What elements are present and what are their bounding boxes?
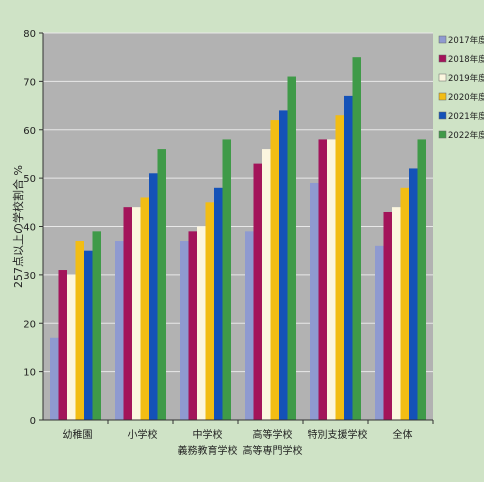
bar xyxy=(245,231,254,420)
legend-swatch xyxy=(438,111,447,120)
bar xyxy=(132,207,141,420)
bar xyxy=(335,115,344,421)
legend-label: 2019年度 xyxy=(448,73,484,84)
bar xyxy=(140,197,149,420)
legend-label: 2020年度 xyxy=(448,92,484,103)
y-tick-label: 70 xyxy=(23,77,36,88)
x-tick-label: 幼稚園 xyxy=(63,428,93,441)
x-tick-label: 義務教育学校 xyxy=(178,444,238,457)
x-tick-label: 中学校 xyxy=(193,428,223,441)
bar xyxy=(270,120,279,420)
bar xyxy=(253,163,262,421)
bar xyxy=(262,149,271,420)
legend-swatch xyxy=(438,92,447,101)
legend-label: 2022年度 xyxy=(448,130,484,141)
bar xyxy=(188,231,197,420)
bar xyxy=(400,187,409,420)
bar xyxy=(50,337,59,420)
bar xyxy=(149,173,158,420)
bar xyxy=(327,139,336,421)
y-tick-label: 10 xyxy=(23,368,36,379)
bar xyxy=(67,274,76,420)
bar xyxy=(180,241,189,420)
x-tick-label: 小学校 xyxy=(128,428,158,441)
x-tick-label: 高等学校 xyxy=(253,428,293,441)
y-tick-label: 30 xyxy=(23,271,36,282)
bar xyxy=(409,168,418,420)
y-tick-label: 60 xyxy=(23,126,36,137)
x-tick-label: 高等専門学校 xyxy=(243,444,303,457)
bar xyxy=(279,110,288,421)
legend-swatch xyxy=(438,130,447,139)
bar xyxy=(287,76,296,420)
legend-label: 2017年度 xyxy=(448,35,484,46)
bar xyxy=(84,250,93,420)
legend-swatch xyxy=(438,54,447,63)
bar xyxy=(352,57,361,420)
bar xyxy=(310,182,319,420)
y-tick-label: 40 xyxy=(23,223,36,234)
bar xyxy=(344,95,353,420)
bar xyxy=(205,202,214,420)
legend-swatch xyxy=(438,35,447,44)
y-axis-title: 257点以上の学校割合 % xyxy=(11,165,25,288)
bar xyxy=(375,245,384,420)
bar xyxy=(222,139,231,421)
legend: 2017年度 2018年度 2019年度 2020年度 2021年度 2022年度 xyxy=(438,35,484,141)
bar xyxy=(214,187,223,420)
bar xyxy=(123,207,132,420)
y-tick-label: 0 xyxy=(30,416,36,427)
bars xyxy=(50,57,426,421)
legend-label: 2021年度 xyxy=(448,111,484,122)
y-tick-label: 20 xyxy=(23,319,36,330)
bar xyxy=(92,231,101,420)
x-tick-label: 全体 xyxy=(393,428,413,441)
bar xyxy=(157,149,166,420)
y-tick-label: 80 xyxy=(23,29,36,40)
bar xyxy=(197,226,206,420)
bar xyxy=(392,207,401,420)
bar xyxy=(75,241,84,420)
bar xyxy=(318,139,327,421)
bar xyxy=(383,211,392,420)
bar xyxy=(115,241,124,420)
x-tick-label: 特別支援学校 xyxy=(308,428,368,441)
legend-label: 2018年度 xyxy=(448,54,484,65)
y-tick-label: 50 xyxy=(23,174,36,185)
bar xyxy=(58,270,67,420)
legend-swatch xyxy=(438,73,447,82)
bar xyxy=(417,139,426,421)
gridlines xyxy=(43,32,433,373)
